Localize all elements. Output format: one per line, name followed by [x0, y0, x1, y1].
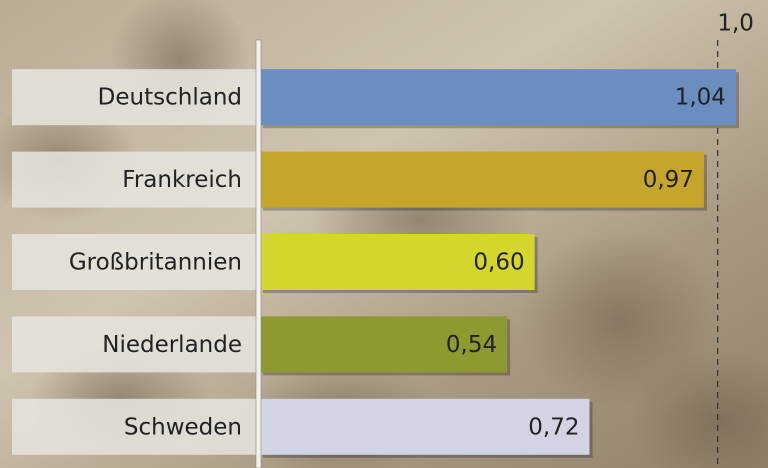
y-tick-label: Schweden [124, 414, 242, 440]
value-label: 0,72 [528, 414, 579, 440]
y-tick-label: Deutschland [98, 85, 242, 111]
axis-line [256, 40, 261, 468]
chart: Deutschland Frankreich Großbritannien Niede… [0, 0, 768, 468]
y-tick-label: Niederlande [102, 332, 242, 358]
y-tick-label: Großbritannien [69, 250, 242, 276]
value-label: 0,60 [473, 250, 524, 276]
x-tick-label: 1,0 [717, 11, 754, 37]
bar [260, 69, 736, 125]
value-label: 1,04 [675, 85, 726, 111]
value-label: 0,54 [446, 332, 497, 358]
y-tick-label: Frankreich [122, 167, 242, 193]
bar [260, 152, 704, 208]
page: Deutschland Frankreich Großbritannien Niede… [0, 0, 768, 468]
value-label: 0,97 [643, 167, 694, 193]
